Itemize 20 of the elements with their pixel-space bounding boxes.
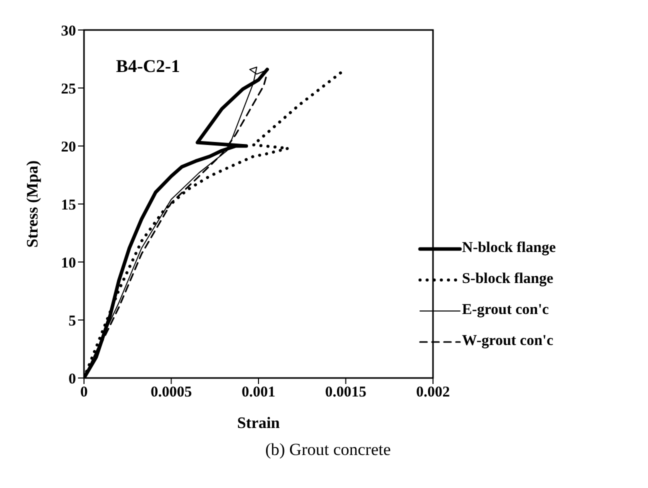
annotation: B4-C2-1: [116, 56, 180, 77]
legend-label: N-block flange: [462, 240, 556, 257]
x-tick-label: 0.0005: [150, 384, 192, 401]
x-axis-title: Strain: [237, 415, 280, 432]
legend-label: E-grout con'c: [462, 302, 549, 319]
x-tick-label: 0: [80, 384, 88, 401]
x-tick-label: 0.002: [416, 384, 450, 401]
legend-label: W-grout con'c: [462, 333, 554, 350]
y-tick-label: 0: [68, 371, 76, 388]
y-tick-label: 10: [61, 255, 76, 272]
y-axis-title: Stress (Mpa): [24, 160, 42, 248]
x-tick-label: 0.0015: [325, 384, 366, 401]
y-tick-label: 30: [61, 23, 76, 40]
y-tick-label: 15: [61, 197, 76, 214]
y-tick-label: 25: [61, 81, 76, 98]
y-tick-label: 5: [68, 313, 76, 330]
text: (b) Grout concrete: [264, 440, 392, 460]
x-tick-label: 0.001: [242, 384, 276, 401]
y-tick-label: 20: [61, 139, 76, 156]
legend-label: S-block flange: [462, 271, 554, 288]
